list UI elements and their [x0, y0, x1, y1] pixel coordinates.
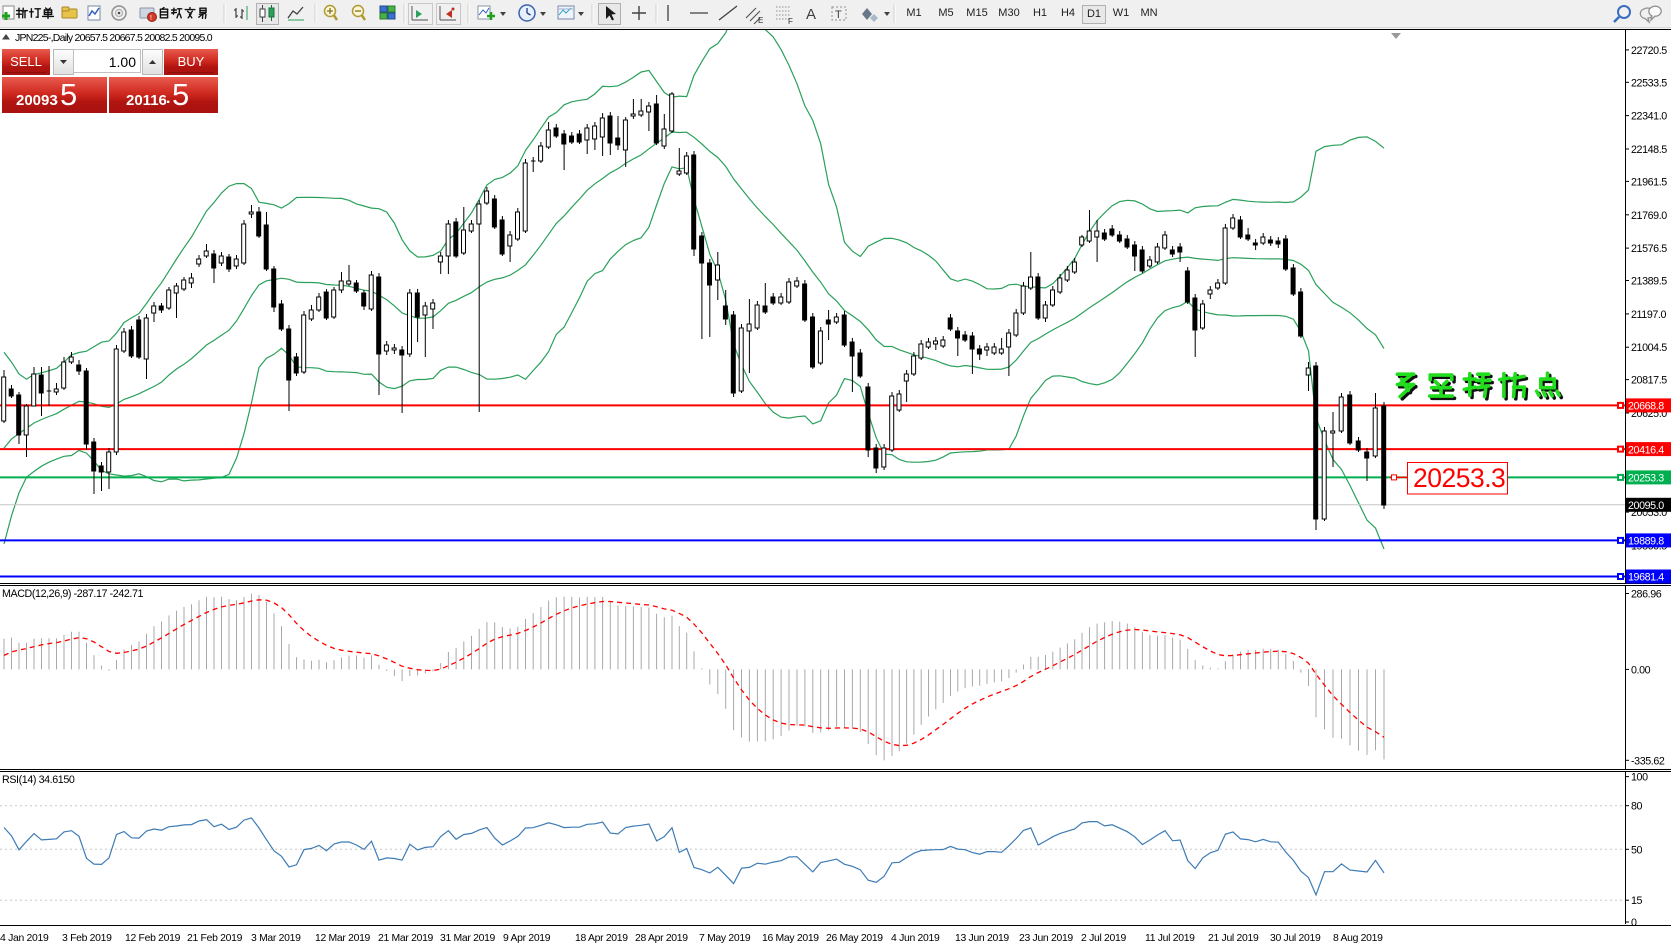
svg-text:21197.0: 21197.0 — [1631, 309, 1666, 321]
svg-text:20668.8: 20668.8 — [1628, 401, 1664, 413]
svg-text:!: ! — [150, 15, 152, 22]
svg-text:2 Jul 2019: 2 Jul 2019 — [1081, 933, 1126, 944]
svg-text:13 Jun 2019: 13 Jun 2019 — [955, 933, 1009, 944]
svg-text:21389.5: 21389.5 — [1631, 276, 1667, 288]
svg-text:26 May 2019: 26 May 2019 — [826, 933, 883, 944]
svg-text:3 Mar 2019: 3 Mar 2019 — [251, 933, 301, 944]
svg-text:4 Jun 2019: 4 Jun 2019 — [891, 933, 940, 944]
svg-text:9 Apr 2019: 9 Apr 2019 — [503, 933, 551, 944]
svg-text:23 Jun 2019: 23 Jun 2019 — [1019, 933, 1073, 944]
svg-text:15: 15 — [1631, 895, 1643, 907]
svg-text:19681.4: 19681.4 — [1628, 572, 1664, 584]
svg-text:12 Feb 2019: 12 Feb 2019 — [125, 933, 181, 944]
svg-text:30 Jul 2019: 30 Jul 2019 — [1270, 933, 1321, 944]
svg-text:F: F — [788, 17, 793, 26]
svg-text:22341.0: 22341.0 — [1631, 111, 1667, 123]
svg-text:286.96: 286.96 — [1631, 589, 1662, 601]
svg-text:20253.3: 20253.3 — [1628, 473, 1664, 485]
svg-text:0.00: 0.00 — [1631, 664, 1651, 676]
svg-text:22720.5: 22720.5 — [1631, 45, 1667, 57]
svg-text:18 Apr 2019: 18 Apr 2019 — [575, 933, 628, 944]
svg-text:21004.5: 21004.5 — [1631, 342, 1667, 354]
svg-text:20095.0: 20095.0 — [1628, 500, 1664, 512]
svg-text:A: A — [806, 6, 816, 23]
svg-text:11 Jul 2019: 11 Jul 2019 — [1145, 933, 1195, 944]
svg-text:RSI(14) 34.6150: RSI(14) 34.6150 — [2, 774, 75, 786]
svg-text:0: 0 — [1631, 917, 1637, 929]
svg-text:T: T — [835, 9, 842, 21]
svg-text:22533.5: 22533.5 — [1631, 77, 1667, 89]
svg-text:12 Mar 2019: 12 Mar 2019 — [315, 933, 371, 944]
svg-text:21576.5: 21576.5 — [1631, 243, 1667, 255]
svg-text:21769.0: 21769.0 — [1631, 210, 1667, 222]
svg-text:19889.8: 19889.8 — [1628, 536, 1664, 548]
svg-text:3 Feb 2019: 3 Feb 2019 — [62, 933, 112, 944]
svg-text:MACD(12,26,9) -287.17 -242.71: MACD(12,26,9) -287.17 -242.71 — [2, 588, 144, 600]
svg-text:50: 50 — [1631, 844, 1643, 856]
svg-text:21 Feb 2019: 21 Feb 2019 — [187, 933, 243, 944]
svg-text:JPN225-,Daily 20657.5 20667.5: JPN225-,Daily 20657.5 20667.5 20082.5 20… — [15, 32, 213, 44]
svg-text:7 May 2019: 7 May 2019 — [699, 933, 751, 944]
svg-text:20817.5: 20817.5 — [1631, 375, 1667, 387]
svg-text:8 Aug 2019: 8 Aug 2019 — [1333, 933, 1383, 944]
svg-text:20416.4: 20416.4 — [1628, 444, 1664, 456]
svg-text:20253.3: 20253.3 — [1413, 463, 1505, 493]
svg-text:31 Mar 2019: 31 Mar 2019 — [440, 933, 496, 944]
svg-text:E: E — [758, 16, 763, 25]
svg-text:21 Jul 2019: 21 Jul 2019 — [1208, 933, 1259, 944]
svg-text:80: 80 — [1631, 801, 1643, 813]
svg-text:21 Mar 2019: 21 Mar 2019 — [378, 933, 434, 944]
svg-text:100: 100 — [1631, 772, 1648, 784]
svg-text:16 May 2019: 16 May 2019 — [762, 933, 819, 944]
svg-text:4 Jan 2019: 4 Jan 2019 — [0, 933, 49, 944]
svg-text:28 Apr 2019: 28 Apr 2019 — [635, 933, 688, 944]
svg-text:-335.62: -335.62 — [1631, 755, 1665, 767]
svg-text:21961.5: 21961.5 — [1631, 176, 1667, 188]
svg-text:22148.5: 22148.5 — [1631, 144, 1667, 156]
